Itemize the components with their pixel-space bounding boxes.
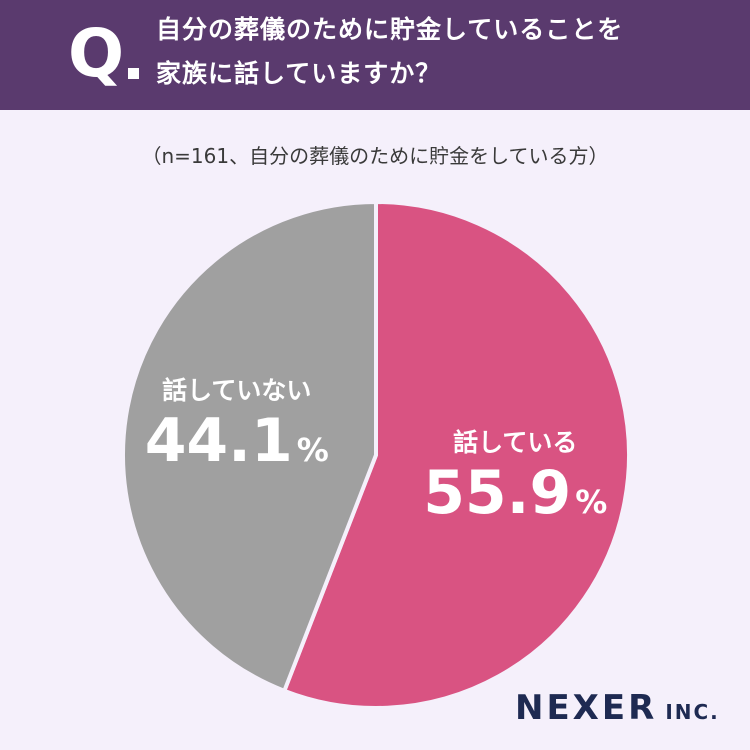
- pie-slice-0: [282, 200, 631, 710]
- question-line-2: 家族に話していますか？: [156, 59, 442, 88]
- slice-value-1: 44.1%: [145, 406, 329, 476]
- q-dot: [128, 68, 139, 79]
- nexer-logo: NEXER INC.: [515, 688, 720, 728]
- slice-label-1: 話していない: [162, 376, 311, 405]
- chart-subtitle: （n=161、自分の葬儀のために貯金をしている方）: [141, 144, 609, 168]
- brand-suffix: INC.: [665, 700, 720, 724]
- question-header: Q 自分の葬儀のために貯金していることを 家族に話していますか？: [0, 0, 750, 110]
- question-line-1: 自分の葬儀のために貯金していることを: [156, 15, 624, 44]
- brand-name: NEXER: [515, 688, 658, 728]
- slice-label-0: 話している: [453, 428, 577, 457]
- slice-value-0: 55.9%: [423, 458, 607, 528]
- q-mark: Q: [68, 15, 125, 92]
- pie-slice-1: [121, 200, 378, 693]
